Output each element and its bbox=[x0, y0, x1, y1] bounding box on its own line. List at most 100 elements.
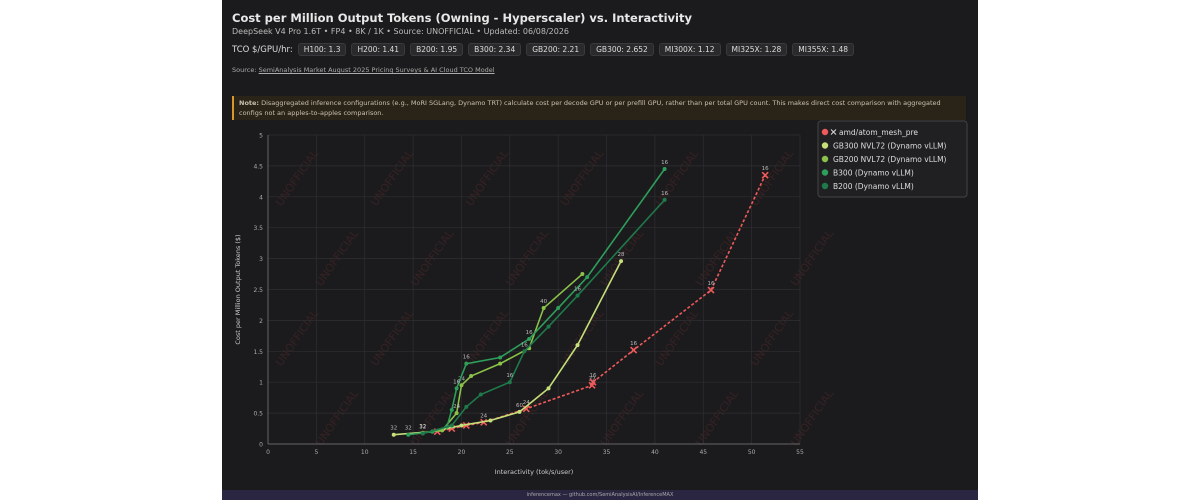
tco-chip: H100: 1.3 bbox=[297, 43, 347, 56]
point-label: 16 bbox=[521, 342, 528, 348]
x-tick-label: 40 bbox=[651, 449, 659, 456]
point bbox=[498, 355, 503, 360]
point-label: 24 bbox=[453, 404, 460, 410]
source-link[interactable]: SemiAnalysis Market August 2025 Pricing … bbox=[258, 66, 495, 74]
point bbox=[498, 361, 503, 366]
point bbox=[662, 197, 667, 202]
watermark: UNOFFICIAL bbox=[273, 307, 322, 369]
point bbox=[575, 293, 580, 298]
watermark: UNOFFICIAL bbox=[748, 307, 797, 369]
y-tick-label: 3.5 bbox=[253, 225, 263, 232]
y-tick-label: 4.5 bbox=[253, 163, 263, 170]
point-label: 16 bbox=[463, 355, 470, 361]
point-label: 16 bbox=[574, 287, 581, 293]
watermark: UNOFFICIAL bbox=[558, 147, 607, 209]
y-tick-label: 2.5 bbox=[253, 287, 263, 294]
point-label: 32 bbox=[405, 426, 412, 432]
watermark: UNOFFICIAL bbox=[408, 227, 457, 289]
x-tick-label: 0 bbox=[266, 449, 270, 456]
point-label: 24 bbox=[458, 376, 465, 382]
point bbox=[507, 380, 512, 385]
legend-box bbox=[817, 120, 968, 198]
point-label: 16 bbox=[661, 191, 668, 197]
tco-chip: B300: 2.34 bbox=[468, 43, 522, 56]
x-tick-label: 25 bbox=[506, 449, 514, 456]
note-text: Disaggregated inference configurations (… bbox=[239, 99, 941, 117]
x-tick-label: 30 bbox=[554, 449, 562, 456]
point bbox=[459, 383, 464, 388]
point-label: 16 bbox=[762, 166, 769, 172]
watermark: UNOFFICIAL bbox=[558, 307, 607, 369]
point-label: 16 bbox=[526, 330, 533, 336]
x-tick-label: 50 bbox=[748, 449, 756, 456]
x-tick-label: 10 bbox=[361, 449, 369, 456]
point bbox=[541, 306, 546, 311]
point-label: 16 bbox=[661, 160, 668, 166]
point bbox=[527, 336, 532, 341]
y-tick-label: 1.5 bbox=[253, 349, 263, 356]
point bbox=[462, 421, 470, 430]
point bbox=[464, 361, 469, 366]
tco-chip: MI325X: 1.28 bbox=[725, 43, 788, 56]
point bbox=[406, 432, 411, 437]
watermark: UNOFFICIAL bbox=[313, 387, 362, 449]
y-axis-label: Cost per Million Output Tokens ($) bbox=[234, 234, 242, 344]
point bbox=[522, 349, 527, 354]
x-tick-label: 45 bbox=[699, 449, 707, 456]
y-tick-label: 4 bbox=[259, 194, 263, 201]
note-label: Note: bbox=[239, 99, 260, 107]
point-label: 24 bbox=[523, 400, 530, 406]
watermark: UNOFFICIAL bbox=[653, 147, 702, 209]
point-label: 28 bbox=[618, 252, 625, 258]
point bbox=[478, 392, 483, 397]
point-label: 16 bbox=[453, 379, 460, 385]
tco-label: TCO $/GPU/hr: bbox=[232, 44, 293, 55]
point bbox=[580, 272, 585, 277]
legend-label: B300 (Dynamo vLLM) bbox=[833, 169, 914, 178]
point bbox=[391, 432, 396, 437]
point bbox=[589, 378, 597, 386]
point bbox=[449, 408, 454, 413]
legend-label: B200 (Dynamo vLLM) bbox=[833, 182, 914, 191]
series-line bbox=[437, 174, 766, 433]
watermark: UNOFFICIAL bbox=[503, 227, 552, 289]
y-tick-label: 0.5 bbox=[253, 411, 263, 418]
point bbox=[449, 423, 454, 428]
legend-swatch bbox=[821, 182, 829, 190]
source: Source: SemiAnalysis Market August 2025 … bbox=[232, 66, 495, 74]
tco-row: TCO $/GPU/hr: H100: 1.3 H200: 1.41 B200: 1.… bbox=[232, 43, 855, 56]
y-tick-label: 0 bbox=[259, 442, 263, 449]
legend-swatch bbox=[821, 169, 829, 176]
source-label: Source: bbox=[232, 66, 257, 74]
point-label: 32 bbox=[419, 424, 426, 430]
point bbox=[761, 171, 769, 179]
x-tick-label: 15 bbox=[409, 449, 417, 456]
point-label: 16 bbox=[506, 373, 513, 379]
watermark: UNOFFICIAL bbox=[693, 387, 742, 449]
x-tick-label: 20 bbox=[458, 449, 466, 456]
watermark: UNOFFICIAL bbox=[693, 227, 742, 289]
y-tick-label: 3 bbox=[259, 256, 263, 263]
point bbox=[420, 431, 425, 436]
tco-chip: H200: 1.41 bbox=[351, 43, 406, 56]
watermark: UNOFFICIAL bbox=[788, 227, 837, 289]
footer: inferencemax — github.com/SemiAnalysisAI… bbox=[222, 490, 978, 500]
tco-chip: MI300X: 1.12 bbox=[658, 43, 721, 56]
point-label: 60 bbox=[516, 403, 523, 409]
watermark: UNOFFICIAL bbox=[598, 387, 647, 449]
watermark: UNOFFICIAL bbox=[463, 147, 512, 209]
watermark: UNOFFICIAL bbox=[313, 227, 362, 289]
y-tick-label: 1 bbox=[259, 380, 263, 387]
tco-chip: GB200: 2.21 bbox=[526, 43, 586, 56]
point bbox=[459, 423, 464, 428]
legend-marker bbox=[830, 129, 837, 135]
x-axis-label: Interactivity (tok/s/user) bbox=[495, 468, 574, 476]
point-label: 32 bbox=[390, 426, 397, 432]
series-line bbox=[393, 260, 622, 436]
point bbox=[454, 386, 459, 391]
legend-label: GB200 NVL72 (Dynamo vLLM) bbox=[833, 155, 947, 164]
tco-chip: B200: 1.95 bbox=[410, 43, 464, 56]
x-tick-label: 5 bbox=[314, 449, 318, 456]
